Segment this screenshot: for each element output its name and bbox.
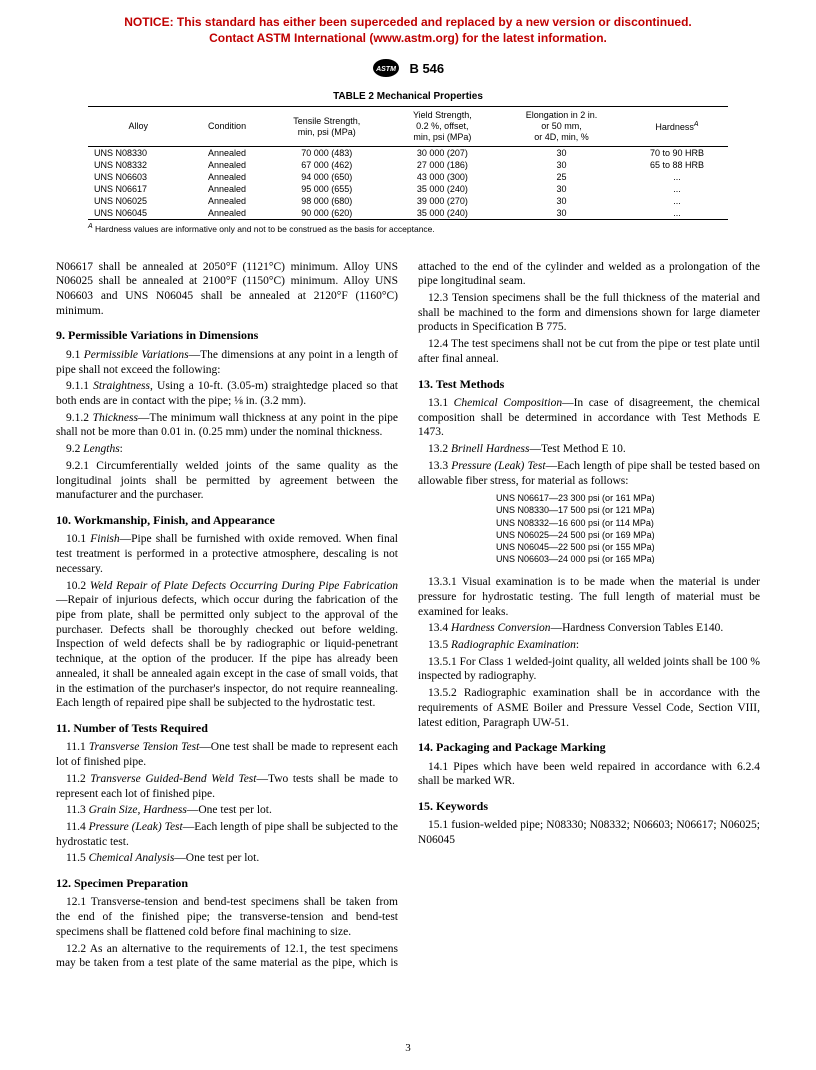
table-title: TABLE 2 Mechanical Properties xyxy=(0,91,816,102)
col-alloy: Alloy xyxy=(88,107,188,146)
p101: 10.1 Finish—Pipe shall be furnished with… xyxy=(56,532,398,576)
p111: 11.1 Transverse Tension Test—One test sh… xyxy=(56,740,398,769)
p113: 11.3 Grain Size, Hardness—One test per l… xyxy=(56,803,398,818)
pressure-row: UNS N06603—24 000 psi (or 165 MPa) xyxy=(496,553,760,565)
p102: 10.2 Weld Repair of Plate Defects Occurr… xyxy=(56,579,398,711)
sec12-head: 12. Specimen Preparation xyxy=(56,876,398,891)
table-row: UNS N06603Annealed94 000 (650)43 000 (30… xyxy=(88,171,728,183)
col-elongation: Elongation in 2 in.or 50 mm,or 4D, min, … xyxy=(497,107,626,146)
p92: 9.2 Lengths: xyxy=(56,442,398,457)
p151: 15.1 fusion-welded pipe; N08330; N08332;… xyxy=(418,818,760,847)
designation: B 546 xyxy=(409,61,444,76)
table-row: UNS N08332Annealed67 000 (462)27 000 (18… xyxy=(88,159,728,171)
sec15-head: 15. Keywords xyxy=(418,799,760,814)
p134: 13.4 Hardness Conversion—Hardness Conver… xyxy=(418,621,760,636)
notice-line1: NOTICE: This standard has either been su… xyxy=(124,15,691,29)
astm-logo: ASTM xyxy=(372,58,400,81)
sec9-head: 9. Permissible Variations in Dimensions xyxy=(56,328,398,343)
p112: 11.2 Transverse Guided-Bend Weld Test—Tw… xyxy=(56,772,398,801)
col-condition: Condition xyxy=(188,107,265,146)
sec14-head: 14. Packaging and Package Marking xyxy=(418,740,760,755)
mechanical-properties-table: Alloy Condition Tensile Strength,min, ps… xyxy=(88,106,728,219)
p911: 9.1.1 Straightness, Using a 10-ft. (3.05… xyxy=(56,379,398,408)
p912: 9.1.2 Thickness—The minimum wall thickne… xyxy=(56,411,398,440)
p133: 13.3 Pressure (Leak) Test—Each length of… xyxy=(418,459,760,488)
table-row: UNS N06617Annealed95 000 (655)35 000 (24… xyxy=(88,183,728,195)
p91: 9.1 Permissible Variations—The dimension… xyxy=(56,348,398,377)
p132: 13.2 Brinell Hardness—Test Method E 10. xyxy=(418,442,760,457)
p115: 11.5 Chemical Analysis—One test per lot. xyxy=(56,851,398,866)
page-number: 3 xyxy=(0,1042,816,1054)
p114: 11.4 Pressure (Leak) Test—Each length of… xyxy=(56,820,398,849)
pressure-row: UNS N08332—16 600 psi (or 114 MPa) xyxy=(496,517,760,529)
col-yield: Yield Strength,0.2 %, offset,min, psi (M… xyxy=(388,107,497,146)
p1351: 13.5.1 For Class 1 welded-joint quality,… xyxy=(418,655,760,684)
table-row: UNS N06025Annealed98 000 (680)39 000 (27… xyxy=(88,195,728,207)
notice-line2: Contact ASTM International (www.astm.org… xyxy=(209,31,607,45)
p1352: 13.5.2 Radiographic examination shall be… xyxy=(418,686,760,730)
notice-banner: NOTICE: This standard has either been su… xyxy=(0,14,816,46)
p123: 12.3 Tension specimens shall be the full… xyxy=(418,291,760,335)
sec10-head: 10. Workmanship, Finish, and Appearance xyxy=(56,513,398,528)
pressure-row: UNS N06025—24 500 psi (or 169 MPa) xyxy=(496,529,760,541)
table-row: UNS N06045Annealed90 000 (620)35 000 (24… xyxy=(88,207,728,220)
col-tensile: Tensile Strength,min, psi (MPa) xyxy=(266,107,388,146)
p1331: 13.3.1 Visual examination is to be made … xyxy=(418,575,760,619)
lead-para: N06617 shall be annealed at 2050°F (1121… xyxy=(56,260,398,319)
table-header-row: Alloy Condition Tensile Strength,min, ps… xyxy=(88,107,728,146)
p135: 13.5 Radiographic Examination: xyxy=(418,638,760,653)
pressure-row: UNS N08330—17 500 psi (or 121 MPa) xyxy=(496,504,760,516)
p121: 12.1 Transverse-tension and bend-test sp… xyxy=(56,895,398,939)
body-columns: N06617 shall be annealed at 2050°F (1121… xyxy=(0,260,816,1000)
sec13-head: 13. Test Methods xyxy=(418,377,760,392)
p921: 9.2.1 Circumferentially welded joints of… xyxy=(56,459,398,503)
pressure-list: UNS N06617—23 300 psi (or 161 MPa)UNS N0… xyxy=(496,492,760,565)
pressure-row: UNS N06045—22 500 psi (or 155 MPa) xyxy=(496,541,760,553)
p131: 13.1 Chemical Composition—In case of dis… xyxy=(418,396,760,440)
sec11-head: 11. Number of Tests Required xyxy=(56,721,398,736)
p141: 14.1 Pipes which have been weld repaired… xyxy=(418,760,760,789)
table-footnote: A Hardness values are informative only a… xyxy=(88,223,728,234)
svg-text:ASTM: ASTM xyxy=(375,66,396,73)
p124: 12.4 The test specimens shall not be cut… xyxy=(418,337,760,366)
pressure-row: UNS N06617—23 300 psi (or 161 MPa) xyxy=(496,492,760,504)
col-hardness: HardnessA xyxy=(626,107,728,146)
doc-header: ASTM B 546 xyxy=(0,58,816,81)
table-row: UNS N08330Annealed70 000 (483)30 000 (20… xyxy=(88,146,728,159)
